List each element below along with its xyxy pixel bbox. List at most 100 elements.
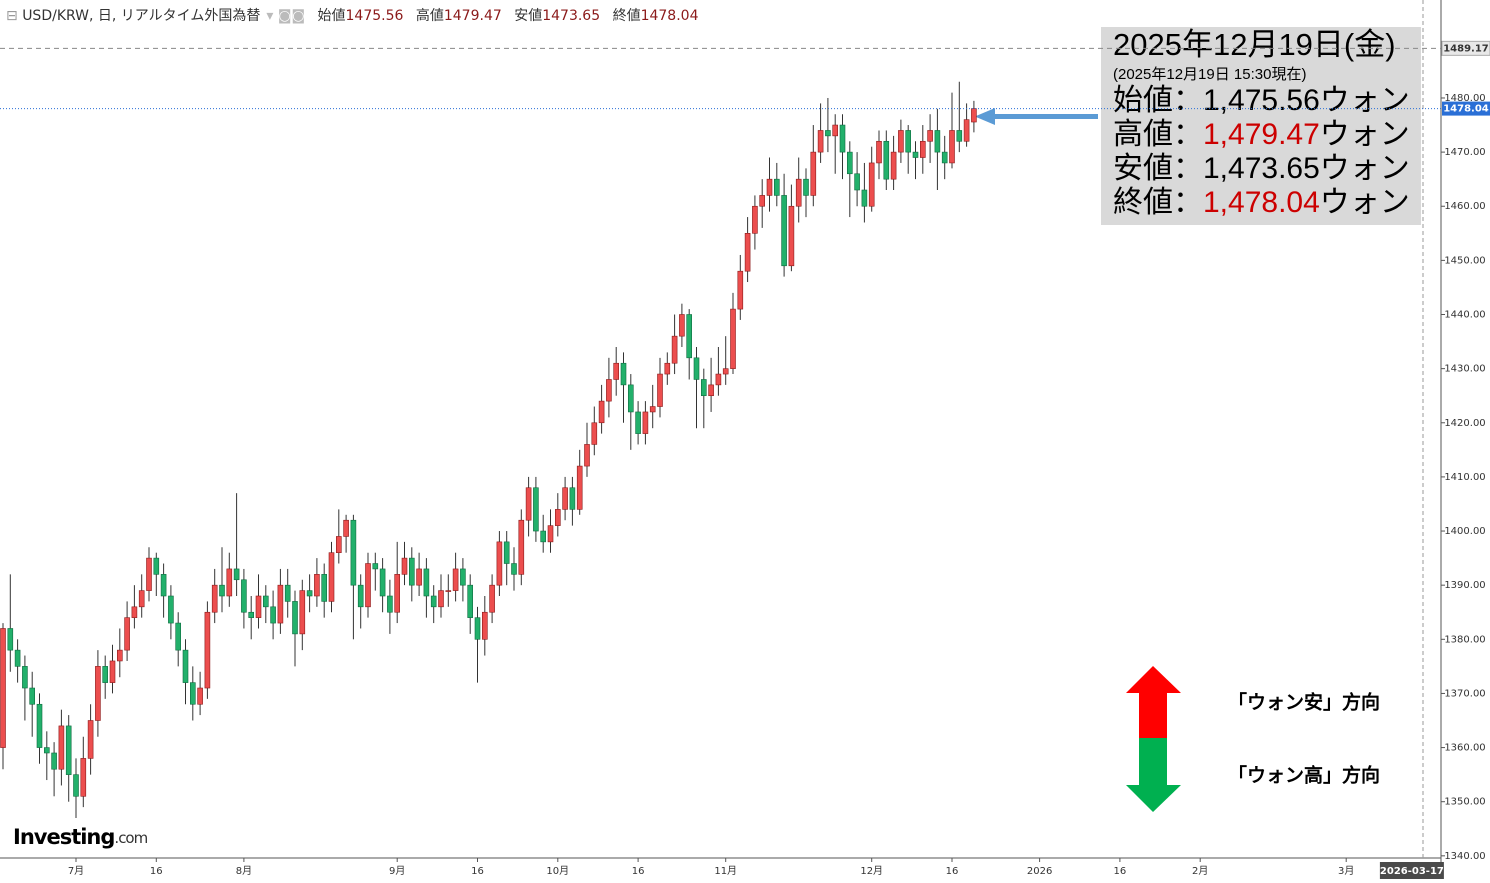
y-tick-label: 1480.00 [1444, 93, 1485, 104]
candle-body [65, 725, 72, 775]
header-value: 1475.56 [346, 8, 404, 24]
info-row-unit: ウォン [1320, 118, 1410, 151]
y-tick-label: 1360.00 [1444, 743, 1485, 754]
candle-body [343, 519, 349, 537]
candle-body [350, 519, 357, 586]
x-tick-label: 11月 [714, 865, 737, 877]
header-icon: ⊟ [6, 8, 22, 24]
candle-body [627, 384, 634, 413]
candle-body [190, 682, 196, 705]
candle-body [569, 487, 576, 510]
header-label: 始値 [318, 8, 346, 24]
candle-body [394, 574, 401, 613]
x-tick-label: 9月 [389, 865, 405, 877]
candle-body [7, 628, 14, 651]
candle-body [752, 205, 758, 234]
legend-text: 「ウォン高」方向 [1228, 764, 1380, 787]
candle-body [328, 552, 335, 602]
candle-body [474, 617, 481, 640]
candle-body [671, 335, 678, 364]
candle-body [460, 568, 466, 586]
candle-body [14, 649, 21, 667]
high-line-label: 1489.17 [1443, 43, 1489, 54]
candle-body [284, 584, 291, 602]
candle-body [146, 557, 152, 591]
info-row: 終値：1,478.04ウォン [1113, 186, 1410, 219]
info-row-unit: ウォン [1320, 84, 1410, 117]
candle-body [766, 178, 773, 196]
y-tick-label: 1440.00 [1444, 310, 1485, 321]
candle-body [686, 314, 693, 359]
candle-body [270, 606, 276, 624]
x-tick-label: 7月 [68, 865, 84, 877]
info-row-value: 1,475.56 [1203, 84, 1320, 117]
candle-body [781, 195, 787, 267]
candle-body [438, 590, 444, 608]
x-tick-label: 16 [946, 866, 959, 877]
info-row: 始値：1,475.56ウォン [1113, 84, 1410, 117]
candle-body [868, 162, 875, 207]
candle-body [854, 173, 860, 191]
candle-body [861, 189, 868, 207]
x-tick-label: 10月 [546, 865, 569, 877]
candle-body [642, 411, 649, 434]
info-row-unit: ウォン [1320, 186, 1410, 219]
info-row-label: 始値： [1113, 84, 1203, 117]
candle-body [963, 119, 970, 142]
candle-body [211, 584, 218, 613]
candle-body [292, 601, 298, 635]
candle-body [314, 574, 320, 597]
candle-body [744, 233, 751, 272]
candle-body [547, 525, 554, 543]
info-row: 安値：1,473.65ウォン [1113, 152, 1410, 185]
candle-body [620, 362, 627, 386]
candle-body [576, 465, 583, 510]
candle-body [153, 557, 160, 575]
candle-body [890, 151, 897, 180]
x-tick-label: 3月 [1338, 865, 1354, 877]
candle-body [525, 487, 532, 521]
x-tick-label: 8月 [236, 865, 252, 877]
candle-body [883, 140, 890, 180]
header-label: 安値 [514, 8, 542, 24]
candle-body [262, 595, 269, 608]
y-tick-label: 1430.00 [1444, 364, 1485, 375]
candle-body [29, 687, 36, 705]
candle-body [423, 568, 430, 597]
candle-body [138, 590, 145, 608]
candle-body [722, 368, 729, 375]
x-tick-label: 2月 [1192, 865, 1208, 877]
x-tick-label: 16 [632, 866, 645, 877]
header-icon: ▾ ◙◙ [266, 8, 305, 24]
candle-body [657, 373, 663, 407]
candle-body [795, 178, 802, 207]
candle-body [664, 362, 671, 375]
pointer-arrow [974, 107, 1098, 126]
candle-body [226, 568, 233, 597]
x-tick-label: 2026 [1027, 866, 1052, 877]
candle-body [109, 660, 116, 683]
candle-body [832, 124, 839, 137]
candle-body [182, 649, 189, 683]
candle-body [562, 487, 568, 510]
y-tick-label: 1340.00 [1444, 851, 1485, 862]
info-row-label: 高値： [1113, 118, 1203, 151]
y-tick-label: 1370.00 [1444, 688, 1485, 699]
candle-body [905, 130, 912, 153]
candle-body [591, 422, 598, 445]
candle-body [372, 563, 379, 570]
candle-body [489, 584, 495, 613]
candle-body [598, 400, 605, 424]
candle-body [306, 590, 313, 597]
info-row: 高値：1,479.47ウォン [1113, 118, 1410, 151]
candle-body [730, 308, 736, 369]
info-box-bg [1101, 27, 1421, 225]
candle-body [496, 541, 503, 586]
cursor-date-bg [1379, 862, 1444, 879]
info-row-value: 1,473.65 [1203, 152, 1320, 185]
candle-body [518, 519, 525, 575]
candle-body [467, 584, 474, 618]
candle-body [825, 130, 831, 137]
candle-body [584, 444, 590, 467]
chart-title: USD/KRW, 日, リアルタイム外国為替 [22, 8, 260, 24]
